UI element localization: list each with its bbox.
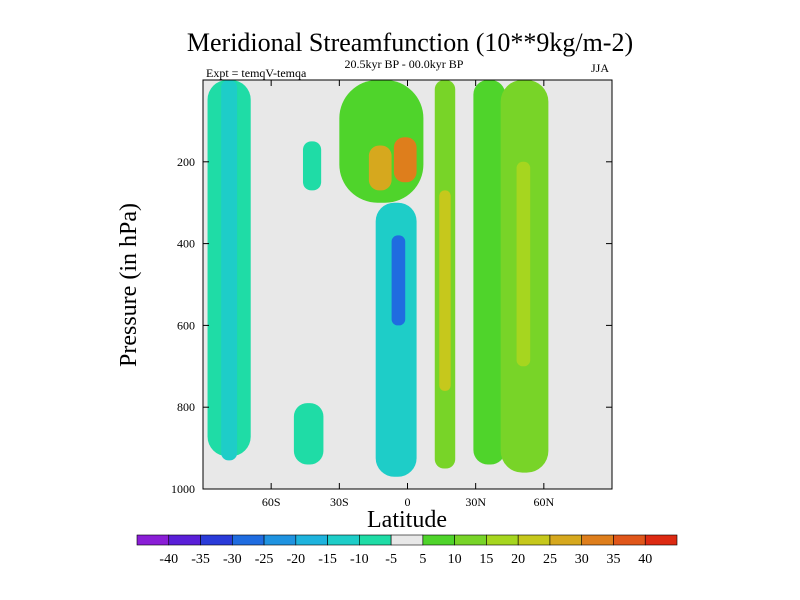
contour-region-13 — [516, 161, 531, 367]
colorbar-label-11: 20 — [511, 552, 525, 567]
colorbar-label-14: 35 — [606, 552, 620, 567]
contour-region-10 — [439, 190, 451, 391]
colorbar-swatch-3 — [231, 534, 265, 546]
subtitle-left: Expt = temqV-temqa — [206, 66, 307, 80]
colorbar-swatch-13 — [549, 534, 583, 546]
colorbar-label-3: -25 — [255, 552, 274, 567]
colorbar-swatch-1 — [168, 534, 201, 546]
contour-region-5 — [368, 145, 392, 191]
subtitle-right: JJA — [591, 61, 609, 75]
colorbar-label-13: 30 — [575, 552, 589, 567]
y-tick-label-2: 600 — [177, 318, 195, 332]
chart-title: Meridional Streamfunction (10**9kg/m-2) — [187, 28, 633, 57]
colorbar-swatch-8 — [390, 534, 424, 546]
y-tick-label-0: 200 — [177, 155, 195, 169]
x-axis-label: Latitude — [367, 507, 447, 533]
colorbar-label-8: 5 — [419, 552, 426, 567]
colorbar-swatch-7 — [359, 534, 392, 546]
colorbar-label-7: -5 — [385, 552, 397, 567]
contour-fields — [203, 80, 612, 489]
colorbar-label-10: 15 — [479, 552, 493, 567]
x-tick-label-3: 30N — [465, 495, 486, 509]
contour-region-6 — [393, 137, 417, 183]
colorbar-swatch-10 — [454, 534, 487, 546]
y-tick-label-4: 1000 — [171, 482, 195, 496]
colorbar-label-1: -35 — [191, 552, 210, 567]
contour-region-8 — [391, 235, 406, 326]
x-tick-label-0: 60S — [262, 495, 281, 509]
colorbar-swatch-6 — [327, 534, 360, 546]
colorbar-label-2: -30 — [223, 552, 242, 567]
contour-region-7 — [375, 202, 417, 477]
colorbar-swatch-14 — [581, 534, 614, 546]
colorbar-label-12: 25 — [543, 552, 557, 567]
colorbar-swatch-11 — [486, 534, 519, 546]
colorbar-swatch-16 — [644, 534, 678, 546]
x-tick-label-2: 0 — [405, 495, 411, 509]
colorbar-label-5: -15 — [318, 552, 337, 567]
colorbar-swatch-0 — [136, 534, 170, 546]
colorbar-swatch-4 — [263, 534, 297, 546]
contour-region-2 — [302, 141, 322, 191]
colorbar-swatch-9 — [422, 534, 455, 546]
y-axis-label: Pressure (in hPa) — [116, 203, 142, 367]
colorbar-swatch-5 — [295, 534, 328, 546]
contour-region-3 — [293, 403, 324, 465]
contour-region-1 — [221, 80, 238, 461]
axis-ticks: 60S 30S 0 30N 60N 200 400 600 800 1000 — [171, 80, 612, 509]
colorbar-label-15: 40 — [638, 552, 652, 567]
colorbar-label-4: -20 — [286, 552, 305, 567]
subtitle-center: 20.5kyr BP - 00.0kyr BP — [345, 57, 464, 71]
colorbar-label-9: 10 — [448, 552, 462, 567]
colorbar: -40 -35 -30 -25 -20 -15 -10 -5 5 10 15 20 25 30 35 40 — [136, 534, 678, 567]
colorbar-swatch-2 — [200, 534, 233, 546]
contour-region-11 — [473, 80, 506, 465]
colorbar-swatch-15 — [613, 534, 646, 546]
x-tick-label-4: 60N — [533, 495, 554, 509]
y-tick-label-1: 400 — [177, 237, 195, 251]
colorbar-label-6: -10 — [350, 552, 369, 567]
colorbar-label-0: -40 — [159, 552, 178, 567]
colorbar-swatch-12 — [517, 534, 551, 546]
y-tick-label-3: 800 — [177, 400, 195, 414]
x-tick-label-1: 30S — [330, 495, 349, 509]
